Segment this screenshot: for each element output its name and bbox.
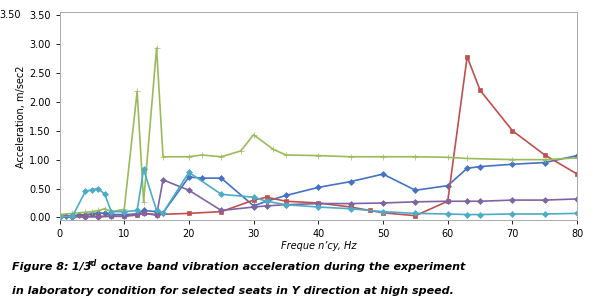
X-axis label: Freque n’cy, Hz: Freque n’cy, Hz <box>281 241 356 251</box>
Y-axis label: Acceleration, m/sec2: Acceleration, m/sec2 <box>16 65 26 167</box>
Text: Figure 8:: Figure 8: <box>12 262 68 272</box>
Text: in laboratory condition for selected seats in Y direction at high speed.: in laboratory condition for selected sea… <box>12 286 454 296</box>
Text: rd: rd <box>88 259 98 267</box>
Text: 1/3: 1/3 <box>68 262 92 272</box>
Text: 3.50: 3.50 <box>0 10 21 20</box>
Text: octave band vibration acceleration during the experiment: octave band vibration acceleration durin… <box>97 262 465 272</box>
